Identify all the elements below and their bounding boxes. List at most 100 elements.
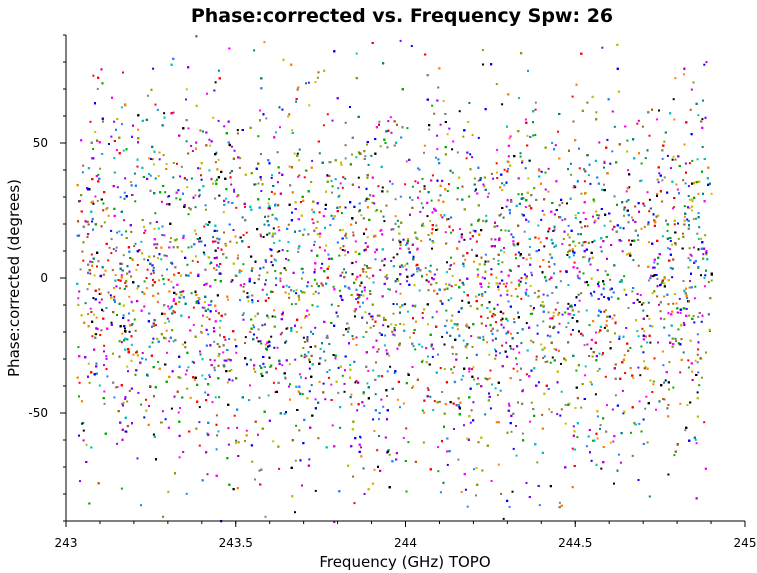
data-point	[365, 228, 368, 231]
data-point	[389, 116, 392, 119]
data-point	[113, 287, 116, 289]
data-point	[238, 166, 241, 169]
data-point	[640, 430, 643, 433]
data-point	[495, 354, 497, 357]
data-point	[539, 241, 542, 244]
data-point	[500, 213, 503, 216]
data-point	[692, 218, 695, 221]
data-point	[417, 268, 420, 271]
data-point	[386, 276, 389, 279]
data-point	[445, 309, 448, 312]
data-point	[315, 227, 318, 229]
data-point	[344, 234, 347, 237]
data-point	[569, 162, 572, 165]
data-point	[369, 326, 372, 329]
data-point	[93, 313, 96, 316]
data-point	[235, 439, 238, 442]
data-point	[143, 305, 146, 308]
data-point	[213, 340, 216, 343]
data-point	[192, 306, 195, 309]
data-point	[330, 383, 333, 386]
data-point	[525, 288, 528, 291]
data-point	[409, 336, 411, 339]
data-point	[341, 249, 344, 251]
data-point	[700, 320, 703, 323]
data-point	[538, 504, 541, 507]
data-point	[572, 120, 575, 123]
data-point	[128, 330, 131, 333]
data-point	[527, 220, 530, 223]
data-point	[306, 340, 309, 343]
data-point	[447, 218, 450, 220]
data-point	[371, 482, 374, 485]
data-point	[100, 298, 103, 301]
data-point	[270, 261, 273, 264]
data-point	[627, 169, 629, 172]
data-point	[549, 317, 552, 320]
data-point	[366, 236, 369, 239]
data-point	[121, 332, 124, 335]
data-point	[469, 421, 472, 424]
data-point	[688, 198, 691, 201]
data-point	[450, 264, 453, 266]
data-point	[473, 260, 475, 263]
data-point	[305, 82, 307, 85]
data-point	[209, 303, 212, 306]
data-point	[194, 194, 197, 197]
data-point	[662, 364, 665, 367]
data-point	[362, 270, 365, 273]
data-point	[666, 154, 669, 157]
data-point	[256, 336, 258, 339]
data-point	[308, 367, 311, 370]
data-point	[249, 358, 252, 361]
data-point	[572, 254, 575, 257]
data-point	[389, 365, 392, 368]
data-point	[91, 220, 94, 223]
data-point	[263, 41, 266, 44]
data-point	[610, 296, 613, 299]
data-point	[198, 421, 201, 424]
data-point	[228, 338, 231, 340]
data-point	[663, 381, 666, 384]
data-point	[260, 235, 262, 238]
data-point	[339, 182, 342, 185]
data-point	[87, 313, 90, 316]
data-point	[294, 459, 297, 462]
data-point	[371, 318, 374, 321]
data-point	[614, 320, 617, 323]
data-point	[520, 297, 523, 300]
data-point	[487, 285, 490, 288]
data-point	[99, 167, 102, 170]
data-point	[425, 273, 428, 276]
data-point	[297, 175, 300, 178]
data-point	[90, 253, 93, 256]
data-point	[123, 287, 126, 290]
data-point	[287, 223, 290, 226]
data-point	[462, 283, 465, 286]
data-point	[636, 122, 639, 125]
data-point	[278, 467, 281, 470]
data-point	[624, 372, 627, 374]
data-point	[157, 292, 160, 295]
data-point	[444, 231, 447, 234]
data-point	[288, 296, 291, 299]
data-point	[103, 221, 106, 224]
data-point	[185, 369, 188, 372]
data-point	[427, 289, 430, 292]
data-point	[306, 169, 308, 172]
data-point	[330, 303, 333, 306]
data-point	[502, 216, 505, 219]
data-point	[510, 233, 513, 236]
data-point	[198, 195, 201, 198]
data-point	[353, 502, 356, 505]
data-point	[324, 359, 327, 362]
data-point	[167, 305, 170, 308]
data-point	[170, 407, 173, 410]
data-point	[433, 400, 436, 403]
data-point	[692, 246, 695, 249]
data-point	[118, 230, 121, 233]
data-point	[478, 218, 481, 221]
data-point	[532, 341, 535, 344]
data-point	[561, 242, 564, 245]
data-point	[340, 296, 343, 299]
